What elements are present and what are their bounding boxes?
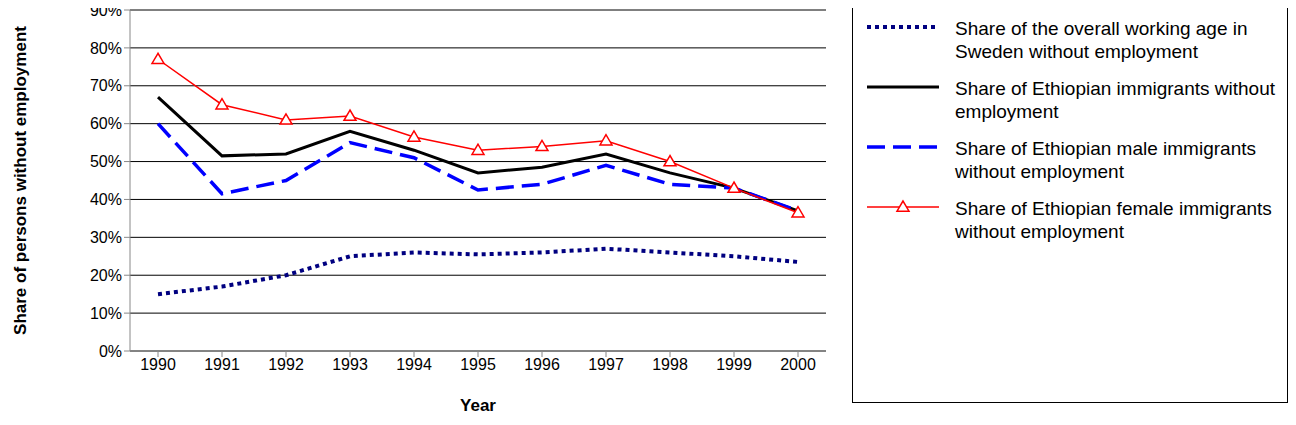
svg-text:1999: 1999: [716, 356, 752, 373]
svg-text:50%: 50%: [90, 153, 122, 170]
html-text:Share of Ethiopian female immi: Share of Ethiopian female immigrants wit…: [955, 198, 1272, 242]
svg-text:1998: 1998: [652, 356, 688, 373]
svg-text:70%: 70%: [90, 77, 122, 94]
svg-text:0%: 0%: [99, 343, 122, 360]
svg-text:1994: 1994: [396, 356, 432, 373]
svg-text:2000: 2000: [780, 356, 816, 373]
html-text:Share of Ethiopian immigrants: Share of Ethiopian immigrants without em…: [955, 78, 1275, 122]
svg-text:1992: 1992: [268, 356, 304, 373]
svg-text:20%: 20%: [90, 267, 122, 284]
svg-text:30%: 30%: [90, 229, 122, 246]
svg-text:1996: 1996: [524, 356, 560, 373]
svg-text:1991: 1991: [204, 356, 240, 373]
html-text:Share of Ethiopian male immigr: Share of Ethiopian male immigrants witho…: [955, 138, 1256, 182]
svg-text:10%: 10%: [90, 305, 122, 322]
svg-text:90%: 90%: [90, 8, 122, 19]
svg-text:1997: 1997: [588, 356, 624, 373]
svg-text:Share of persons without emplo: Share of persons without employment: [11, 26, 30, 335]
svg-text:1993: 1993: [332, 356, 368, 373]
svg-text:40%: 40%: [90, 191, 122, 208]
svg-text:Year: Year: [460, 396, 496, 415]
svg-text:60%: 60%: [90, 115, 122, 132]
svg-text:1990: 1990: [140, 356, 176, 373]
svg-text:1995: 1995: [460, 356, 496, 373]
svg-text:80%: 80%: [90, 40, 122, 57]
html-text:Share of the overall working a: Share of the overall working age in Swed…: [955, 18, 1248, 62]
